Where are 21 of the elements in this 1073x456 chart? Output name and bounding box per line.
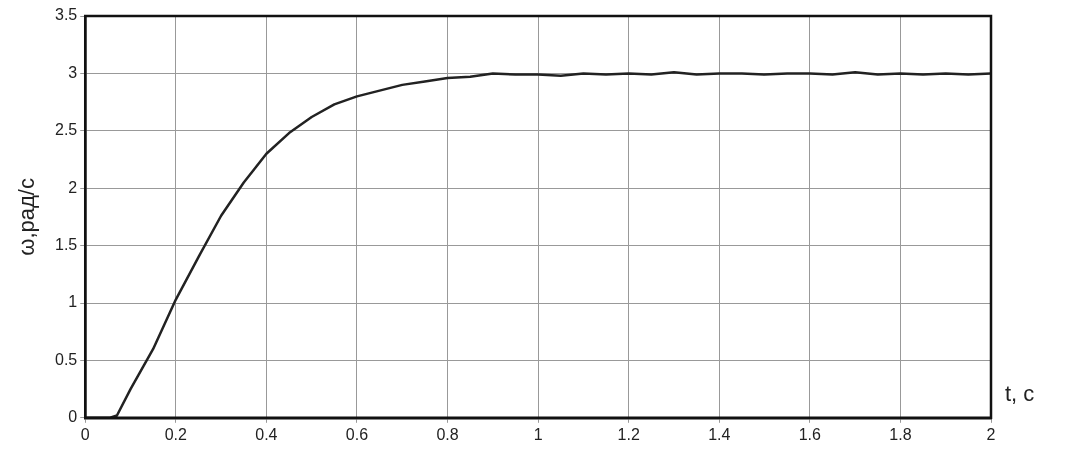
x-tick-label: 1.6 — [798, 425, 822, 443]
y-tick-label: 0 — [68, 408, 78, 426]
x-tick-label: 1 — [533, 425, 543, 443]
y-tick-label: 2.5 — [54, 121, 78, 139]
x-tick-label: 2 — [986, 425, 996, 443]
x-tick-label: 0.2 — [164, 425, 188, 443]
y-tick-label: 3 — [68, 63, 78, 81]
x-tick-label: 1.8 — [889, 425, 912, 443]
y-tick-label: 1 — [68, 293, 78, 311]
y-tick-label: 3.5 — [54, 6, 78, 24]
y-tick-label: 2 — [68, 178, 78, 196]
y-tick-label: 1.5 — [54, 236, 78, 254]
x-tick-label: 0.4 — [255, 425, 278, 443]
x-axis-title: t, с — [1005, 380, 1035, 406]
x-tick-label: 1.2 — [617, 425, 640, 443]
x-tick-label: 0.6 — [345, 425, 369, 443]
x-tick-label: 1.4 — [708, 425, 731, 443]
x-tick-label: 0.8 — [436, 425, 459, 443]
x-tick-label: 0 — [80, 425, 90, 443]
y-axis-title: ω,рад/с — [14, 178, 40, 256]
y-tick-label: 0.5 — [54, 350, 78, 368]
